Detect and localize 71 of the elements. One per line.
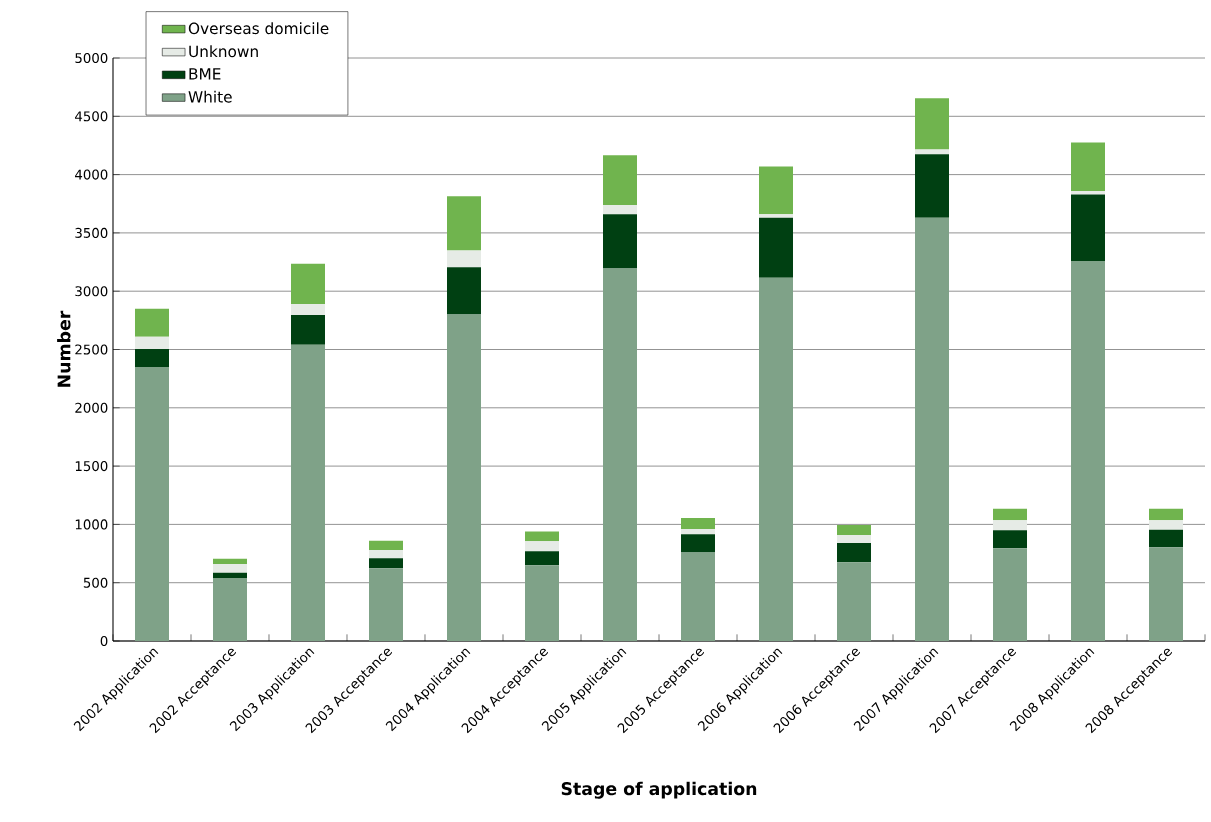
bar bbox=[993, 508, 1027, 521]
legend-label: Unknown bbox=[189, 45, 258, 58]
y-tick-label: 1500 bbox=[75, 461, 108, 472]
y-tick-label: 4500 bbox=[75, 111, 108, 122]
bar bbox=[135, 366, 169, 642]
y-tick-label: 3000 bbox=[75, 286, 108, 297]
bar bbox=[447, 250, 481, 268]
bar bbox=[291, 315, 325, 345]
bar bbox=[603, 214, 637, 269]
bar bbox=[291, 304, 325, 316]
bar bbox=[603, 268, 637, 642]
bar bbox=[369, 568, 403, 642]
bar bbox=[447, 314, 481, 642]
bar bbox=[993, 520, 1027, 531]
bar bbox=[213, 572, 247, 579]
bar bbox=[915, 98, 950, 150]
y-tick-label: 2000 bbox=[75, 402, 108, 413]
bar bbox=[993, 530, 1027, 549]
bar bbox=[837, 562, 872, 642]
bar bbox=[1071, 260, 1105, 642]
bar bbox=[1149, 529, 1183, 548]
bar bbox=[447, 267, 481, 315]
bar bbox=[759, 277, 793, 642]
bar bbox=[135, 336, 169, 349]
bar bbox=[525, 541, 559, 552]
y-tick-label: 3500 bbox=[75, 227, 108, 238]
bar bbox=[369, 558, 403, 569]
y-tick-label: 500 bbox=[83, 577, 108, 588]
bar bbox=[759, 166, 793, 215]
bar bbox=[837, 534, 872, 544]
bar bbox=[993, 548, 1027, 642]
bar bbox=[135, 348, 169, 367]
bar bbox=[369, 540, 403, 551]
bar bbox=[837, 543, 872, 563]
bar bbox=[681, 529, 715, 535]
bar bbox=[369, 550, 403, 559]
bar bbox=[525, 565, 559, 642]
bar bbox=[681, 552, 715, 642]
y-tick-label: 4000 bbox=[75, 169, 108, 180]
y-axis-title: Number bbox=[57, 310, 71, 387]
legend-label: BME bbox=[189, 68, 221, 80]
bar bbox=[1149, 547, 1183, 642]
bar bbox=[447, 196, 481, 251]
bar bbox=[915, 154, 950, 218]
bar bbox=[681, 517, 715, 530]
bar bbox=[213, 578, 247, 642]
bar bbox=[1071, 194, 1105, 261]
legend-label: White bbox=[188, 90, 232, 103]
bar bbox=[1071, 142, 1105, 191]
bar bbox=[291, 344, 325, 642]
bar bbox=[1149, 508, 1183, 521]
x-axis-title: Stage of application bbox=[561, 781, 757, 799]
bar bbox=[1149, 520, 1183, 530]
bar bbox=[759, 217, 793, 278]
y-tick-label: 5000 bbox=[75, 52, 108, 64]
y-tick-label: 1000 bbox=[75, 519, 108, 530]
bar bbox=[759, 214, 793, 218]
y-tick-label: 0 bbox=[100, 635, 108, 647]
bar bbox=[135, 308, 169, 337]
bar bbox=[213, 558, 247, 565]
bar bbox=[681, 534, 715, 553]
bar bbox=[915, 217, 950, 642]
bar bbox=[291, 263, 325, 305]
bar bbox=[525, 551, 559, 566]
bar bbox=[525, 531, 559, 542]
legend-label: Overseas domicile bbox=[188, 22, 329, 35]
bar bbox=[603, 204, 637, 215]
y-tick-label: 2500 bbox=[75, 344, 108, 355]
bar bbox=[213, 564, 247, 573]
bar bbox=[603, 155, 637, 205]
bar bbox=[837, 524, 872, 535]
